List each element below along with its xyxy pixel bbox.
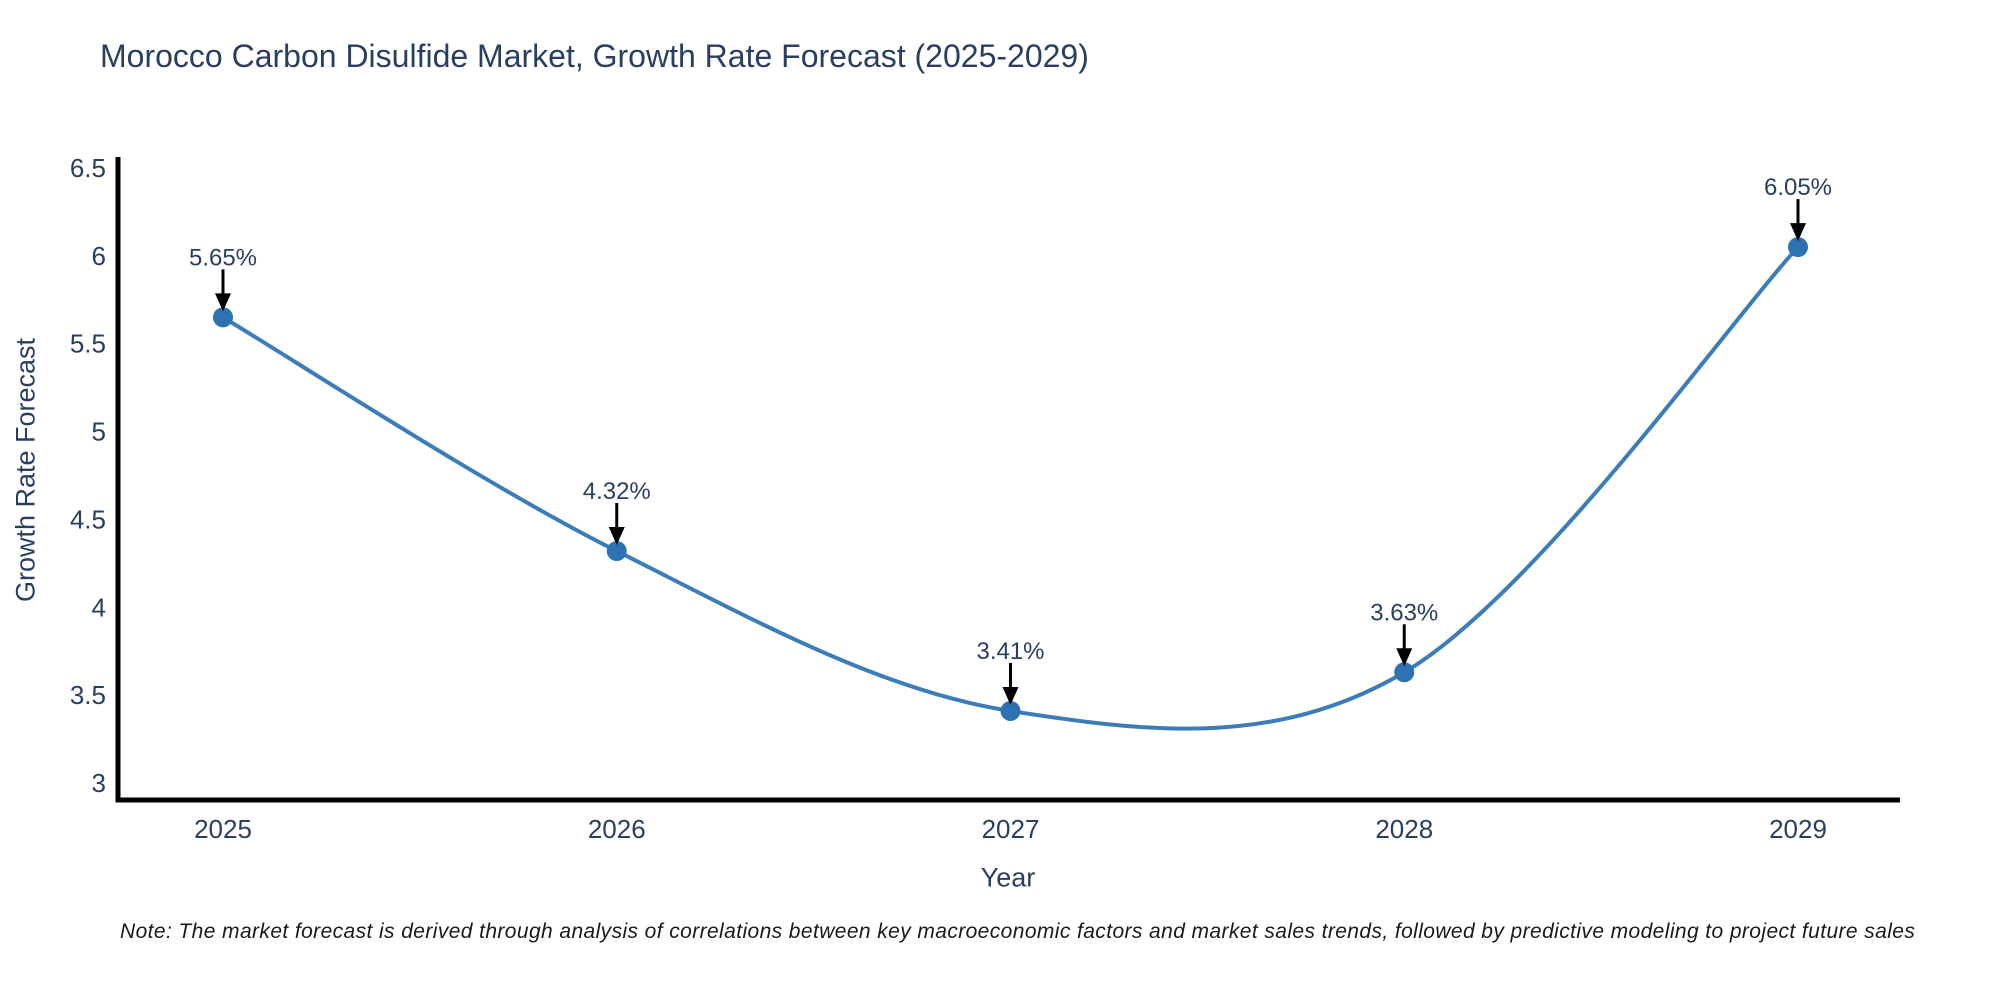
x-axis-title: Year <box>980 862 1036 893</box>
footnote: Note: The market forecast is derived thr… <box>120 920 1916 943</box>
data-point-2027[interactable] <box>1000 700 1021 721</box>
y-tick-label: 5.5 <box>70 329 106 359</box>
y-tick-label: 4 <box>92 592 106 622</box>
annotation-label: 6.05% <box>1764 174 1832 201</box>
annotation-arrowhead-icon <box>215 293 231 312</box>
data-point-2028[interactable] <box>1394 662 1415 683</box>
x-tick-label: 2028 <box>1375 814 1433 844</box>
x-tick-label: 2026 <box>588 814 646 844</box>
data-point-2026[interactable] <box>606 541 627 562</box>
annotation-arrowhead-icon <box>1790 223 1806 242</box>
chart-title: Morocco Carbon Disulfide Market, Growth … <box>100 38 1089 74</box>
data-point-2025[interactable] <box>213 307 233 328</box>
annotation-arrowhead-icon <box>1002 686 1019 705</box>
y-tick-label: 3.5 <box>70 680 106 710</box>
y-tick-label: 6 <box>92 241 106 271</box>
x-tick-label: 2027 <box>982 814 1040 844</box>
x-tick-label: 2029 <box>1769 814 1827 844</box>
annotation-arrowhead-icon <box>1396 648 1413 667</box>
y-tick-label: 4.5 <box>70 504 106 534</box>
y-tick-label: 3 <box>92 768 106 798</box>
y-tick-label: 5 <box>92 417 106 447</box>
annotation-label: 4.32% <box>583 478 651 505</box>
data-point-2029[interactable] <box>1788 237 1808 258</box>
annotation-label: 5.65% <box>189 244 257 271</box>
annotation-label: 3.41% <box>976 638 1044 665</box>
y-tick-label: 6.5 <box>70 153 106 183</box>
annotation-label: 3.63% <box>1370 599 1438 626</box>
annotation-arrowhead-icon <box>608 527 625 546</box>
x-tick-label: 2025 <box>194 814 252 844</box>
